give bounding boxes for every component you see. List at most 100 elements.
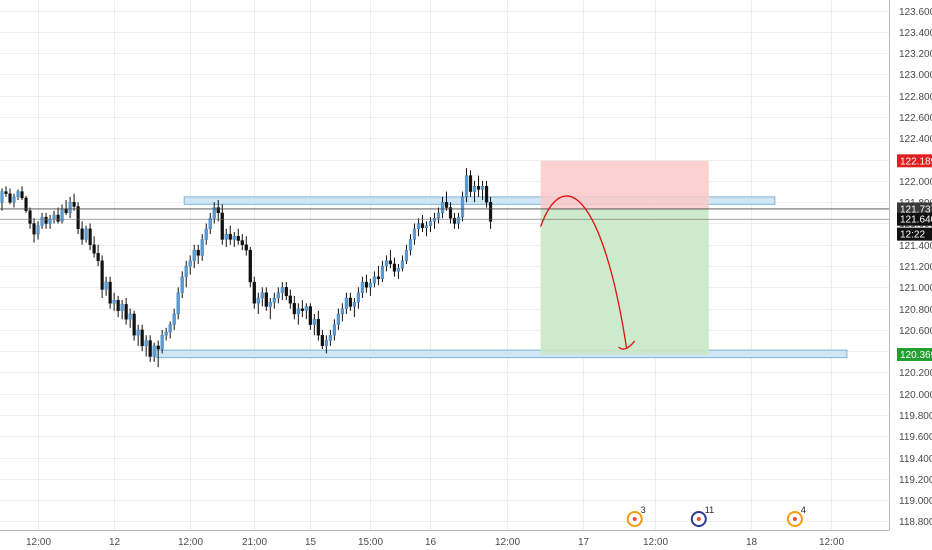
y-tick-label: 121.200 — [899, 262, 932, 273]
candle-body — [456, 216, 461, 224]
y-tick-label: 121.400 — [899, 241, 932, 252]
x-tick-label: 12 — [109, 537, 121, 548]
candle-body — [364, 281, 369, 288]
y-tick-label: 120.000 — [899, 390, 932, 401]
candle-body — [0, 191, 4, 203]
candle-body — [140, 329, 144, 347]
candle-body — [268, 302, 272, 307]
candle-body — [300, 308, 304, 311]
candle-body — [160, 335, 164, 350]
candle-body — [296, 308, 300, 315]
event-dot — [792, 517, 797, 521]
candle-body — [308, 306, 312, 325]
candle-body — [244, 244, 248, 251]
overlay-lines — [0, 208, 889, 220]
candle-body — [360, 281, 365, 293]
candle-body — [28, 210, 32, 224]
candle-body — [120, 304, 124, 311]
candle-body — [220, 212, 224, 240]
candle-body — [116, 299, 120, 311]
projection-arrow[interactable] — [539, 195, 636, 350]
candle-body — [40, 216, 44, 226]
event-count: 11 — [705, 505, 714, 515]
candle-body — [32, 223, 36, 235]
candle-body — [172, 313, 176, 325]
candle-body — [176, 292, 180, 315]
stop-loss-area[interactable] — [540, 160, 709, 209]
event-dot — [632, 517, 637, 521]
y-tick-label: 122.600 — [899, 113, 932, 124]
short-position-tool[interactable] — [540, 160, 709, 355]
candle-body — [420, 223, 425, 228]
x-tick-label: 21:00 — [242, 537, 267, 548]
candle-body — [200, 239, 204, 256]
candle-body — [272, 297, 276, 303]
candle-body — [400, 260, 405, 269]
candle-body — [184, 265, 188, 277]
candle-body — [292, 303, 296, 315]
arrow-curve[interactable] — [539, 195, 628, 350]
candle-body — [208, 217, 212, 230]
candle-body — [440, 202, 445, 214]
candle-body — [16, 191, 20, 198]
candle-body — [448, 207, 453, 219]
candle-body — [164, 331, 168, 336]
candle-body — [236, 236, 240, 241]
price-axis[interactable]: 123.600 123.400 123.200 123.000 122.800 122.6… — [899, 7, 932, 528]
y-tick-label: 119.000 — [899, 496, 932, 507]
price-tag-bg — [897, 348, 932, 362]
candle-body — [480, 186, 485, 190]
candle-body — [216, 207, 220, 214]
candle-body — [356, 292, 361, 303]
event-count: 3 — [641, 505, 646, 515]
candle-body — [148, 340, 152, 357]
y-tick-label: 120.800 — [899, 305, 932, 316]
candle-body — [196, 249, 200, 256]
event-icon[interactable]: 4 — [786, 505, 806, 527]
candle-body — [188, 260, 192, 267]
candle-body — [348, 297, 352, 307]
price-tag: 12:22 — [897, 227, 932, 241]
candle-body — [368, 282, 373, 288]
candle-body — [412, 228, 417, 240]
candle-body — [8, 193, 12, 203]
candle-body — [484, 186, 489, 203]
candle-body — [444, 202, 449, 208]
candle-body — [476, 186, 481, 190]
price-tag-bg — [897, 202, 932, 216]
event-icon[interactable]: 11 — [690, 505, 714, 527]
candle-body — [328, 335, 332, 341]
y-tick-label: 123.000 — [899, 70, 932, 81]
sr-zones[interactable] — [155, 196, 848, 359]
x-tick-label: 12:00 — [819, 537, 844, 548]
candle-body — [452, 217, 457, 224]
event-icon[interactable]: 3 — [626, 505, 646, 527]
candle-body — [384, 260, 389, 267]
candle-body — [112, 299, 116, 304]
candle-body — [180, 276, 184, 293]
candle-body — [136, 329, 140, 336]
candle-body — [248, 249, 252, 283]
candle-body — [52, 214, 56, 220]
support-zone[interactable] — [155, 349, 848, 359]
take-profit-area[interactable] — [540, 208, 709, 355]
candle-body — [152, 345, 156, 357]
arrow-head[interactable] — [618, 340, 636, 350]
resistance-zone[interactable] — [183, 196, 776, 205]
candle-body — [376, 276, 381, 280]
candle-body — [288, 295, 292, 304]
candle-body — [56, 214, 60, 222]
candle-body — [92, 244, 96, 254]
event-count: 4 — [801, 505, 806, 515]
y-tick-label: 119.600 — [899, 432, 932, 443]
candle-body — [100, 260, 104, 290]
candle-body — [232, 236, 236, 240]
candle-body — [108, 281, 112, 304]
y-tick-label: 122.800 — [899, 92, 932, 103]
time-axis[interactable]: 12:00 12 12:00 21:00 15 15:00 16 12:00 17 12:00 18… — [26, 537, 844, 548]
economic-events[interactable]: 3 11 4 — [626, 505, 806, 527]
candle-body — [320, 335, 324, 347]
candle-body — [128, 313, 132, 320]
price-tag-bg — [897, 154, 932, 168]
